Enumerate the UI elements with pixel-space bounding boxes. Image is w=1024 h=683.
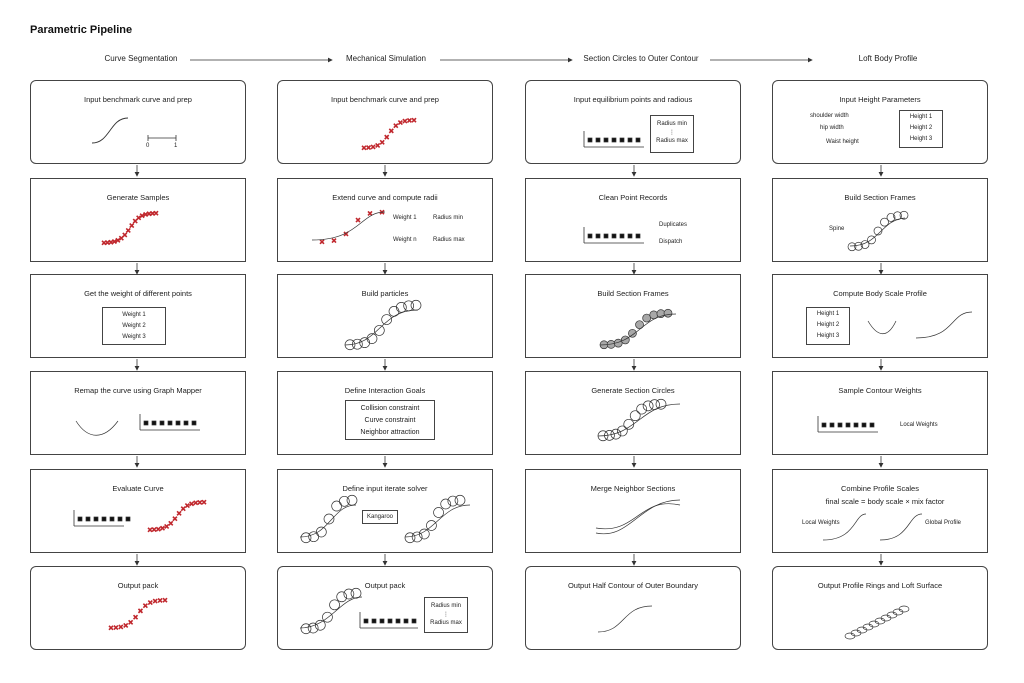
height-label: Height 3 — [909, 136, 933, 142]
step-c1-4: Remap the curve using Graph Mapper — [30, 371, 246, 455]
step-c3-1: Input equilibrium points and radious — [525, 80, 741, 164]
step-label: Define Interaction Goals — [344, 386, 426, 395]
step-c2-1: Input benchmark curve and prep — [277, 80, 493, 164]
step-label: Combine Profile Scales — [841, 484, 919, 493]
column-header-mechanical-simulation: Mechanical Simulation — [345, 54, 427, 63]
combine-global-label: Global Profile — [925, 520, 962, 526]
height-label: Height 1 — [816, 311, 840, 317]
radius-min-label: Radius min — [433, 215, 464, 221]
step-label: Build Section Frames — [597, 289, 669, 298]
goal-label: Curve constraint — [364, 417, 416, 424]
radius-max: Radius max — [656, 138, 688, 144]
tick-zero: 0 — [146, 143, 150, 149]
step-c4-1: Input Height Parameters — [772, 80, 988, 164]
step-label: Output Half Contour of Outer Boundary — [567, 581, 699, 590]
radius-min: Radius min — [656, 121, 687, 127]
step-c3-2: Clean Point Records — [525, 178, 741, 262]
height-label: Height 2 — [816, 322, 840, 328]
step-label: Clean Point Records — [598, 193, 668, 202]
dots: ⋮ — [443, 612, 449, 618]
dispatch-label: Dispatch — [659, 239, 683, 245]
step-label: Input benchmark curve and prep — [331, 95, 439, 104]
weight-label: Weight 3 — [122, 334, 146, 340]
height-label: Height 2 — [909, 125, 933, 131]
step-c4-3: Compute Body Scale Profile — [772, 274, 988, 358]
weight-label: Weight 1 — [122, 312, 146, 318]
duplicates-label: Duplicates — [659, 222, 688, 228]
step-c4-4: Sample Contour Weights — [772, 371, 988, 455]
step-label: Compute Body Scale Profile — [833, 289, 927, 298]
hip-width-label: hip width — [820, 125, 844, 131]
column-header-curve-segmentation: Curve Segmentation — [104, 54, 178, 63]
step-c2-4: Define Interaction Goals — [277, 371, 493, 455]
radius-box-input: Radius min ⋮ Radius max — [650, 115, 694, 153]
radius-box-output: Radius min ⋮ Radius max — [424, 597, 468, 633]
step-c1-1: Input benchmark curve and prep — [30, 80, 246, 164]
combine-local-label: Local Weights — [802, 520, 840, 526]
page-title: Parametric Pipeline — [30, 24, 133, 36]
goals-box: Collision constraint Curve constraint Ne… — [345, 400, 435, 440]
step-label: Merge Neighbor Sections — [590, 484, 676, 493]
step-c3-6: Output Half Contour of Outer Boundary — [525, 566, 741, 650]
step-label: Build particles — [361, 289, 409, 298]
step-label: Remap the curve using Graph Mapper — [74, 386, 202, 395]
step-label: Define input iterate solver — [342, 484, 428, 493]
step-label: Output pack — [117, 581, 159, 590]
step-label: Input equilibrium points and radious — [573, 95, 693, 104]
step-c4-6: Output Profile Rings and Loft Surface — [772, 566, 988, 650]
weights-box: Weight 1 Weight 2 Weight 3 — [102, 307, 166, 345]
step-label: Generate Samples — [106, 193, 170, 202]
shoulder-width-label: shoulder width — [810, 113, 849, 119]
weight-n-label: Weight n — [393, 237, 417, 243]
step-c2-3: Build particles — [277, 274, 493, 358]
weight-label: Weight 2 — [122, 323, 146, 329]
step-label: Get the weight of different points — [84, 289, 192, 298]
step-label: Build Section Frames — [844, 193, 916, 202]
goal-label: Neighbor attraction — [360, 429, 420, 436]
column-header-section-circles: Section Circles to Outer Contour — [583, 54, 699, 63]
step-arrows — [134, 165, 884, 566]
waist-height-label: Waist height — [826, 139, 859, 145]
step-label: Input Height Parameters — [839, 95, 921, 104]
step-label: Output Profile Rings and Loft Surface — [817, 581, 943, 590]
step-c1-5: Evaluate Curve — [30, 469, 246, 553]
step-label: Sample Contour Weights — [838, 386, 922, 395]
kangaroo-box: Kangaroo — [362, 510, 398, 524]
local-weights-label: Local Weights — [900, 422, 938, 428]
solver-label: Kangaroo — [366, 514, 394, 520]
step-c4-2: Build Section Frames — [772, 178, 988, 262]
step-c3-4: Generate Section Circles — [525, 371, 741, 455]
step-label: Generate Section Circles — [591, 386, 675, 395]
height-box: Height 1 Height 2 Height 3 — [899, 110, 943, 148]
radius-min: Radius min — [430, 603, 461, 609]
step-label: Output pack — [364, 581, 406, 590]
heights-box: Height 1 Height 2 Height 3 — [806, 307, 850, 345]
spine-label: Spine — [829, 226, 845, 232]
step-c3-3: Build Section Frames — [525, 274, 741, 358]
step-label: Evaluate Curve — [112, 484, 164, 493]
height-label: Height 3 — [816, 333, 840, 339]
step-c1-2: Generate Samples — [30, 178, 246, 262]
height-label: Height 1 — [909, 114, 933, 120]
step-label: Extend curve and compute radii — [332, 193, 438, 202]
radius-max: Radius max — [430, 620, 462, 626]
column-header-loft-body: Loft Body Profile — [858, 54, 918, 63]
radius-max-label: Radius max — [433, 237, 465, 243]
goal-label: Collision constraint — [360, 405, 420, 412]
step-label: Input benchmark curve and prep — [84, 95, 192, 104]
formula-label: final scale = body scale × mix factor — [825, 497, 945, 506]
tick-one: 1 — [174, 143, 178, 149]
step-c1-6: Output pack — [30, 566, 246, 650]
weight-1-label: Weight 1 — [393, 215, 417, 221]
step-c4-5: Combine Profile Scales — [772, 469, 988, 553]
step-c3-5: Merge Neighbor Sections — [525, 469, 741, 553]
dots: ⋮ — [669, 130, 675, 136]
